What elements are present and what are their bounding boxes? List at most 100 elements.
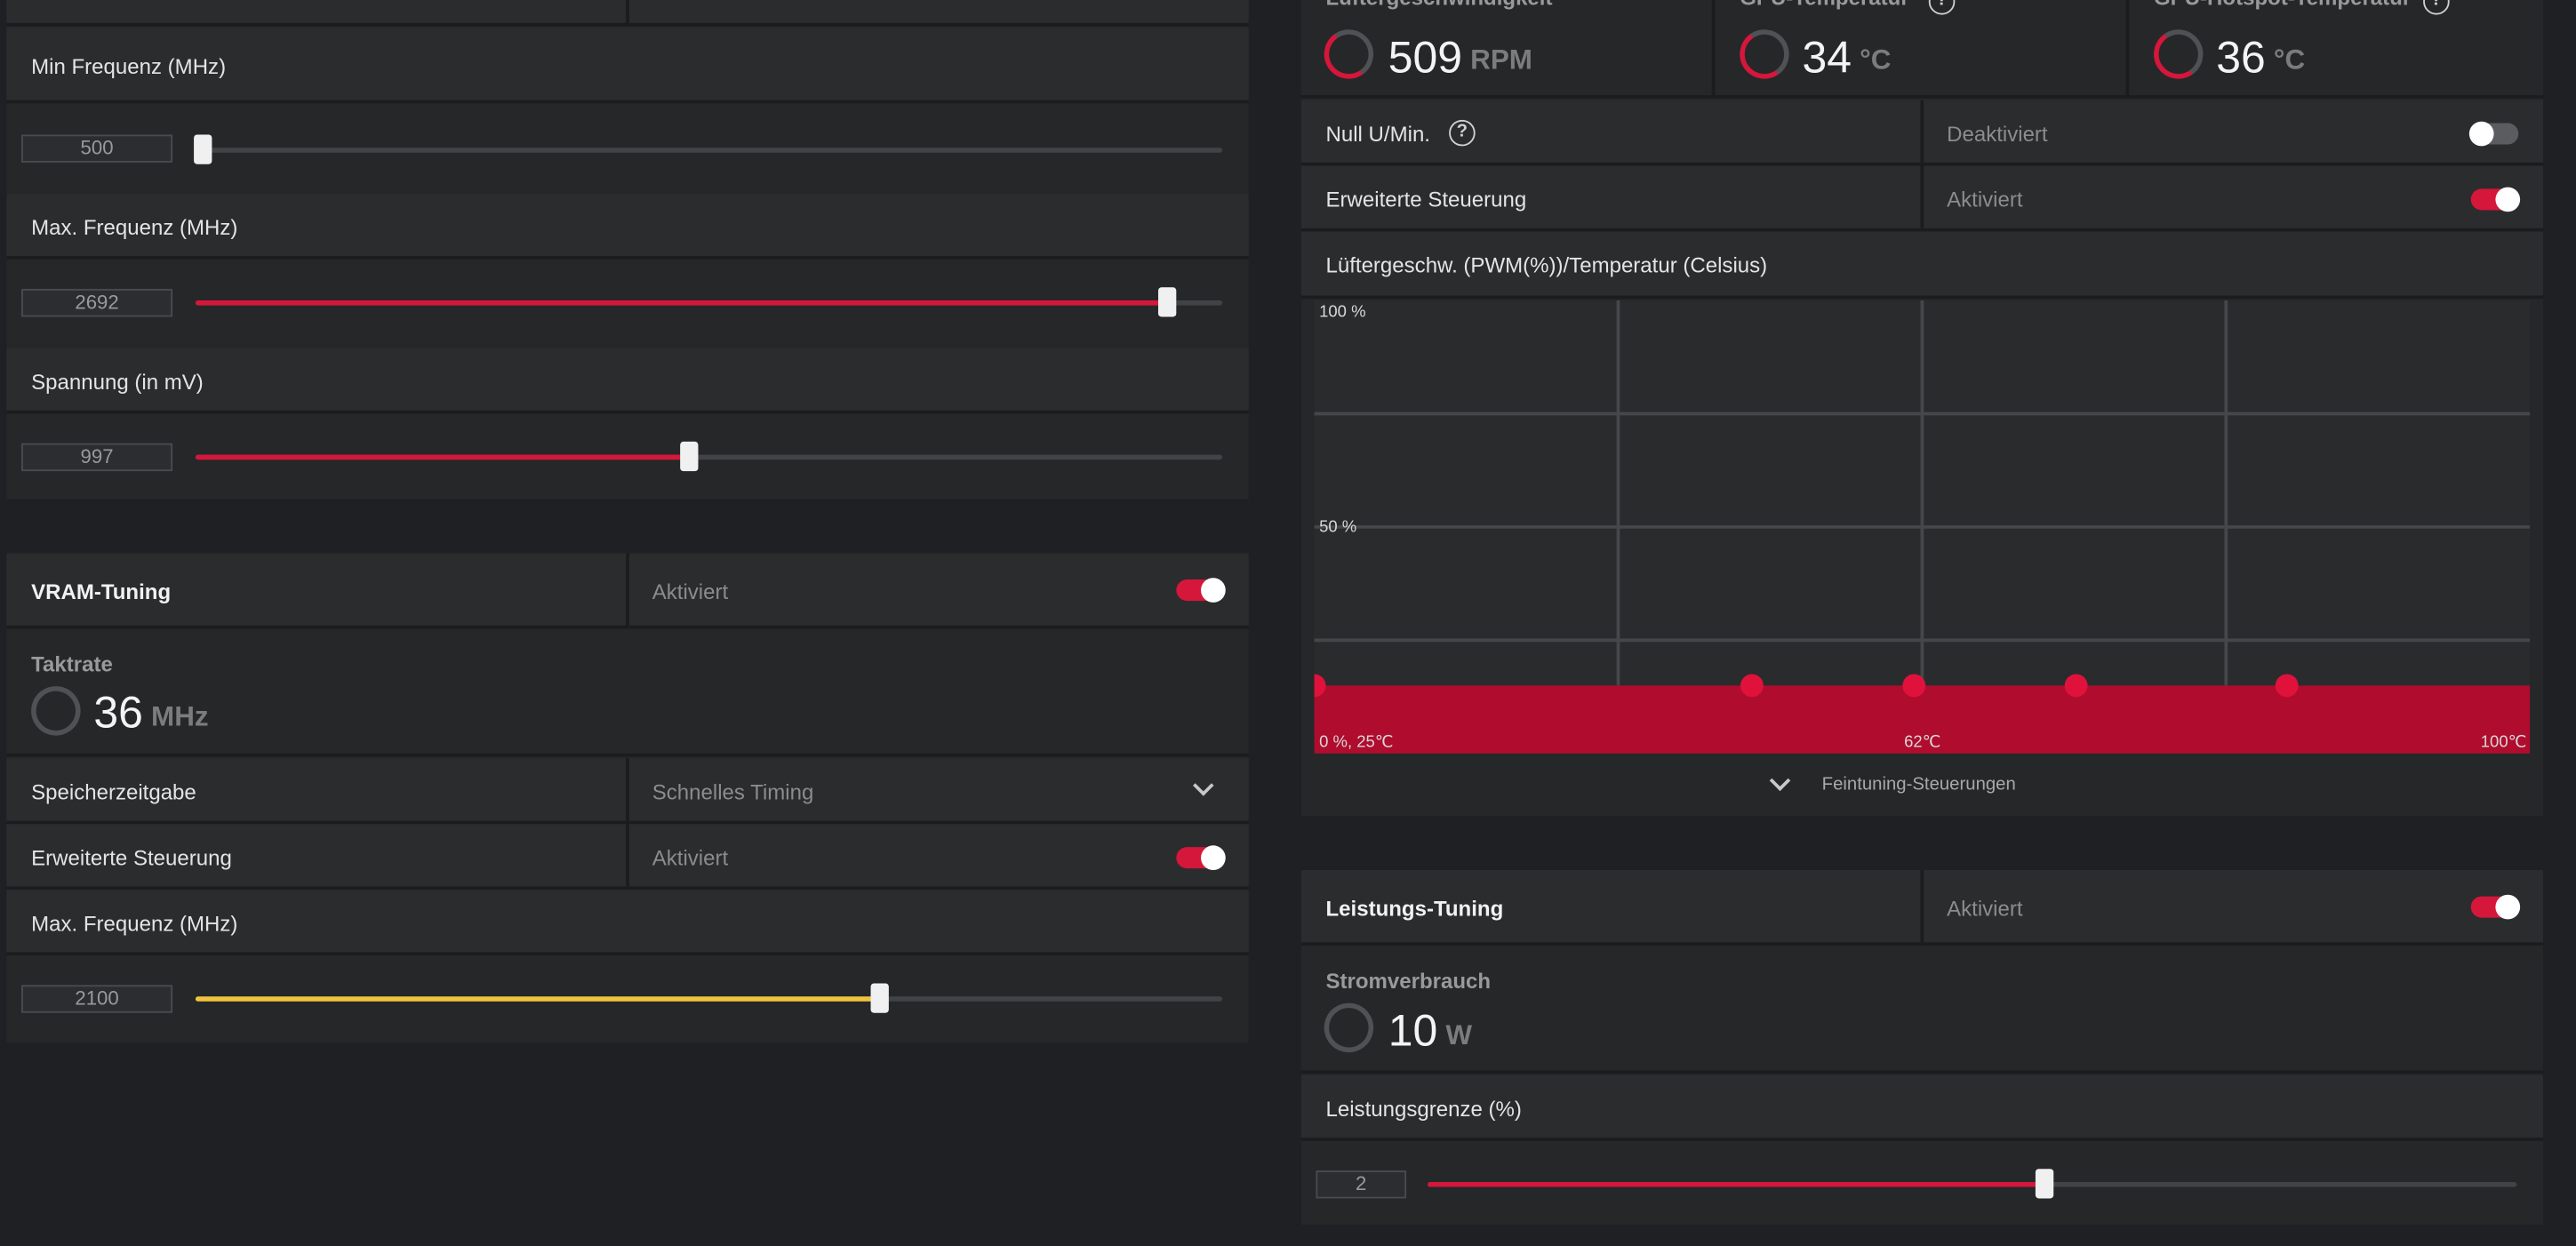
hotspot-temp-help-icon[interactable]: ? [2423,0,2450,15]
vram-clock-row: Taktrate 36 MHz [6,630,1249,757]
power-limit-slider-row: 2 [1301,1141,2543,1225]
zero-rpm-toggle-knob [2468,121,2494,147]
max-freq-label: Max. Frequenz (MHz) [31,214,238,240]
vram-status: Aktiviert [652,579,729,604]
power-toggle-knob [2495,894,2521,920]
vram-toggle[interactable] [1176,578,1226,603]
fan-curve-title: Lüftergeschw. (PWM(%))/Temperatur (Celsi… [1325,252,1768,278]
fan-curve-point-0[interactable] [1314,674,1326,698]
fan-curve-point-1[interactable] [1740,674,1764,698]
vram-advanced-label: Erweiterte Steuerung [31,845,232,871]
power-limit-input[interactable]: 2 [1316,1170,1407,1199]
vram-max-freq-input[interactable]: 2100 [21,985,173,1013]
power-toggle[interactable] [2470,894,2521,920]
max-freq-slider[interactable] [195,287,1223,317]
power-status: Aktiviert [1947,896,2023,922]
gpu-temp-help-icon[interactable]: ? [1928,0,1956,15]
power-limit-row: Leistungsgrenze (%) [1300,1074,2544,1141]
fan-speed-gauge-icon [1320,25,1378,84]
fan-curve-point-2[interactable] [1902,674,1926,698]
chevron-down-icon[interactable] [1769,770,1791,792]
zero-rpm-status: Deaktiviert [1947,121,2048,147]
gpu-temp-value: 34 [1802,32,1852,83]
voltage-input[interactable]: 997 [21,443,173,472]
max-freq-slider-thumb[interactable] [1157,287,1176,317]
fan-gauge-row: Lüftergeschwindigkeit 509 RPM GPU-Temper… [1300,0,2544,99]
fan-curve-points[interactable] [1314,674,2299,698]
fan-advanced-label: Erweiterte Steuerung [1325,187,1527,212]
power-limit-slider[interactable] [1428,1169,2517,1199]
power-consumption-gauge-icon [1320,999,1378,1057]
fan-speed-unit: RPM [1470,44,1532,76]
power-header-row: Leistungs-Tuning Aktiviert [1300,870,2544,946]
power-title: Leistungs-Tuning [1325,896,1504,922]
power-limit-slider-thumb[interactable] [2035,1169,2053,1199]
vram-advanced-status: Aktiviert [652,845,729,871]
power-limit-slider-fill [1428,1181,2044,1187]
power-limit-label: Leistungsgrenze (%) [1325,1096,1522,1122]
vram-max-freq-label: Max. Frequenz (MHz) [31,911,238,936]
fine-tuning-label[interactable]: Feintuning-Steuerungen [1821,774,2016,795]
gpu-temp-gauge-icon [1735,25,1794,84]
power-consumption-value: 10 [1388,1006,1438,1056]
voltage-slider-row: 997 [6,413,1248,499]
fan-curve-y-top: 100 % [1319,303,1366,323]
vram-max-freq-slider-thumb[interactable] [869,983,889,1013]
vram-clock-label: Taktrate [31,651,113,677]
zero-rpm-row: Null U/Min. ? Deaktiviert [1300,100,2544,166]
gpu-tuning-panel: Min Frequenz (MHz) 500 Max. Frequenz (MH… [6,0,1249,499]
max-freq-slider-fill [195,300,1166,306]
power-tuning-panel: Leistungs-Tuning Aktiviert Stromverbrauc… [1300,870,2544,1226]
fan-curve-point-3[interactable] [2064,674,2088,698]
power-consumption-label: Stromverbrauch [1325,968,1492,994]
fan-advanced-toggle-knob [2495,187,2521,212]
vram-max-freq-slider-fill [195,996,879,1002]
min-freq-slider-row: 500 [6,105,1248,192]
fan-curve-area [1314,685,2531,754]
min-freq-row: Min Frequenz (MHz) [6,28,1249,104]
vram-advanced-toggle-knob [1201,845,1226,871]
vram-header-row: VRAM-Tuning Aktiviert [6,553,1249,629]
memory-timing-value[interactable]: Schnelles Timing [652,779,814,805]
vram-max-freq-slider[interactable] [195,983,1223,1013]
vram-clock-unit: MHz [151,700,209,732]
vram-title: VRAM-Tuning [31,579,172,604]
memory-timing-row[interactable]: Speicherzeitgabe Schnelles Timing [6,758,1249,825]
memory-timing-label: Speicherzeitgabe [31,779,196,805]
vram-max-freq-slider-row: 2100 [6,955,1248,1042]
fine-tuning-row[interactable]: Feintuning-Steuerungen [1301,755,2543,816]
min-freq-slider-thumb[interactable] [194,134,212,164]
fan-curve-x-mid: 62℃ [1904,733,1941,753]
fan-advanced-status: Aktiviert [1947,187,2023,212]
fan-curve-grid [1314,300,2531,754]
zero-rpm-toggle[interactable] [2468,121,2519,147]
vram-advanced-toggle[interactable] [1176,845,1226,871]
voltage-row: Spannung (in mV) [6,347,1249,414]
fan-advanced-row: Erweiterte Steuerung Aktiviert [1300,165,2544,232]
gpu-top-row [6,0,1249,27]
power-consumption-unit: W [1445,1019,1473,1051]
fan-speed-label: Lüftergeschwindigkeit [1325,0,1552,10]
hotspot-temp-label: GPU-Hotspot-Temperatur [2154,0,2411,10]
fan-curve-point-4[interactable] [2275,674,2299,698]
fan-curve-x-left: 0 %, 25℃ [1319,733,1394,753]
fan-tuning-panel: Lüftergeschwindigkeit 509 RPM GPU-Temper… [1300,0,2544,817]
fan-advanced-toggle[interactable] [2470,187,2521,212]
min-freq-slider[interactable] [194,134,1223,164]
zero-rpm-help-icon[interactable]: ? [1449,119,1476,147]
vram-max-freq-row: Max. Frequenz (MHz) [6,890,1249,956]
min-freq-label: Min Frequenz (MHz) [31,53,227,79]
min-freq-input[interactable]: 500 [21,134,173,163]
voltage-slider[interactable] [195,441,1223,472]
hotspot-temp-unit: °C [2273,44,2306,76]
fan-curve-chart[interactable] [1314,300,2531,754]
voltage-label: Spannung (in mV) [31,369,204,395]
fan-speed-value: 509 [1388,32,1463,83]
fan-curve-x-right: 100℃ [2480,733,2527,753]
voltage-slider-fill [195,454,689,460]
vram-clock-value: 36 [93,687,143,738]
voltage-slider-thumb[interactable] [680,441,699,472]
max-freq-row: Max. Frequenz (MHz) [6,193,1249,260]
max-freq-input[interactable]: 2692 [21,289,173,317]
chevron-down-icon[interactable] [1193,775,1214,796]
